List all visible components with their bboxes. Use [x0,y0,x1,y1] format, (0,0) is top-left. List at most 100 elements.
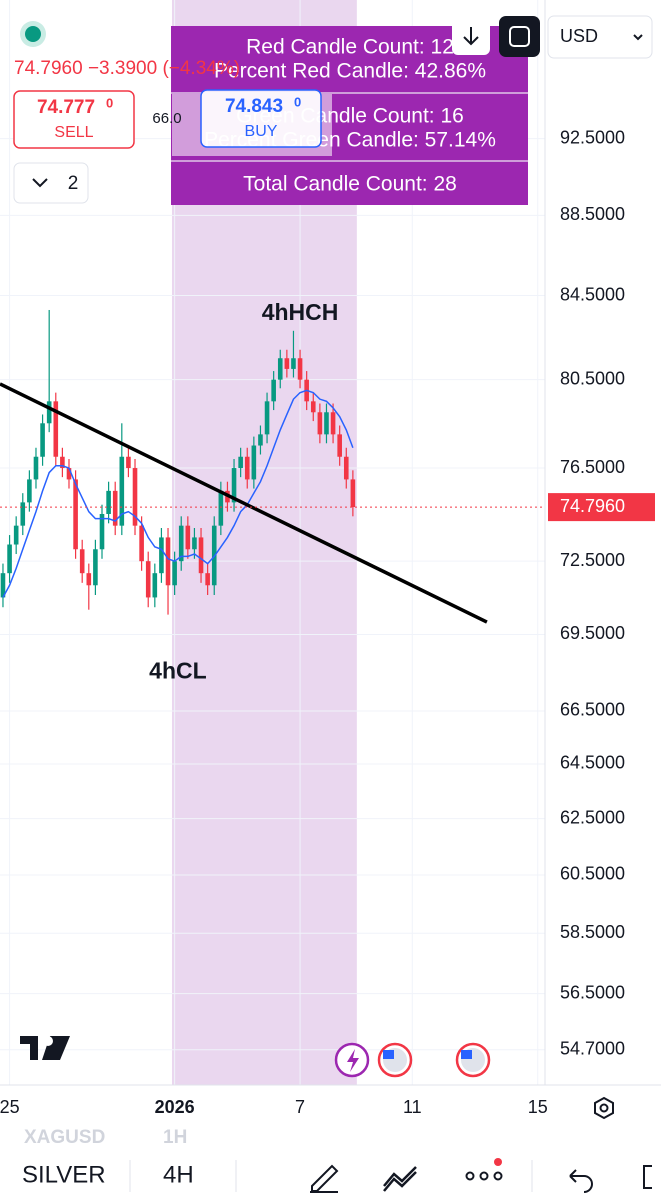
y-tick-label: 66.5000 [560,700,625,720]
axes: 92.5000 88.5000 84.5000 80.5000 76.5000 72.50… [0,127,655,1117]
lightning-icon [347,1049,359,1072]
candle-body [297,358,303,380]
y-tick-label: 60.5000 [560,864,625,884]
candle-body [139,525,144,562]
candle-body [66,468,72,480]
candle-body [93,549,98,586]
toolbar-symbol[interactable]: SILVER [22,1161,106,1188]
buy-pip: 0 [294,94,301,109]
candle-body [165,537,171,586]
notification-dot [494,1158,502,1166]
buy-price: 74.843 [225,96,283,117]
watermark-interval: 1H [163,1127,187,1148]
settings-icon-center [599,1103,609,1113]
y-tick-label: 69.5000 [560,623,625,643]
candle-body [13,525,19,545]
candle-body [244,456,250,480]
candle-body [46,401,52,424]
candle-body [218,490,224,526]
candle-body [106,490,111,514]
y-tick-label: 92.5000 [560,127,625,147]
candle-body [152,573,158,598]
buy-label: BUY [245,123,278,140]
y-tick-label: 64.5000 [560,753,625,773]
draw-icon[interactable] [310,1164,339,1193]
candle-body [112,490,118,526]
candle-body [159,537,164,574]
annotation: 4hHCH [262,299,339,325]
candle-body [27,479,32,503]
stats-row: Percent Red Candle: 42.86% [214,60,486,83]
sell-pip: 0 [106,95,113,110]
candle-body [79,549,85,574]
x-tick-label: 25 [0,1097,20,1117]
candle-body [53,401,59,457]
settings-icon[interactable] [594,1096,614,1120]
indicators-icon[interactable] [383,1166,417,1192]
fullscreen-button[interactable] [499,16,540,57]
candle-body [178,525,184,562]
x-tick-label: 2026 [155,1097,195,1117]
candle-body [40,423,45,457]
candle-body [350,479,356,508]
logo [20,1036,70,1060]
currency-select[interactable] [547,15,653,59]
panel-icon[interactable] [643,1165,652,1189]
y-tick-label: 54.7000 [560,1039,625,1059]
candle-body [33,456,39,480]
layout-toggle[interactable] [13,162,89,204]
annotation: 4hCL [149,657,207,683]
candle-body [258,434,263,446]
candle-body [198,537,204,574]
trendline [0,382,488,624]
plot-area: 4hHCH 4hCL [0,299,545,683]
candle-body [277,358,283,380]
x-tick-label: 7 [295,1097,305,1117]
undo-icon[interactable] [569,1169,593,1193]
moving-average [2,389,354,598]
flag-canton [461,1050,472,1059]
sell-button[interactable] [13,90,135,149]
candle-body [284,358,290,369]
more-icon [479,1171,489,1181]
quote: 74.7960 −3.3900 (−4.34%) [14,58,240,79]
currency: USD [560,26,598,46]
candle-body [119,456,125,526]
candle-body [73,479,78,550]
candle-body [145,561,151,598]
candle-body [238,456,243,469]
y-tick-label: 88.5000 [560,204,625,224]
x-tick-label: 11 [403,1097,422,1117]
chevron-icon [32,178,48,188]
toolbar-interval[interactable]: 4H [163,1161,194,1188]
candle-body [172,561,177,586]
logo-dot [43,1036,53,1046]
y-tick-label: 56.5000 [560,982,625,1002]
x-tick-label: 15 [528,1097,548,1117]
candle-body [205,573,210,586]
candle-body [231,468,237,503]
fullscreen-icon [509,26,530,47]
more-icon[interactable] [465,1171,475,1181]
candle-body [251,445,257,480]
y-tick-label: 76.5000 [560,457,625,477]
candle-body [60,456,65,469]
candle-body [291,358,296,369]
stats-row: Red Candle Count: 12 [246,36,454,59]
layout-count: 2 [68,173,79,194]
last-price-badge [548,493,655,522]
candle-body [264,401,270,435]
buy-button[interactable] [200,89,322,148]
y-tick-label: 84.5000 [560,284,625,304]
candle-body [337,434,342,457]
candle-body [99,513,105,550]
chevron-icon [633,34,643,41]
spread: 66.0 [152,110,181,127]
candle-body [192,537,197,550]
candle-body [7,544,12,574]
candle-body [126,456,131,469]
candle-body [343,456,349,480]
candle-body [185,525,191,550]
